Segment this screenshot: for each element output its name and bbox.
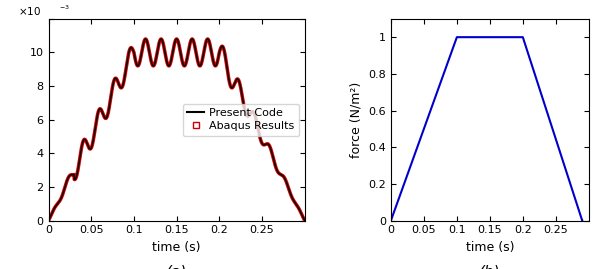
X-axis label: time (s): time (s) — [152, 241, 201, 254]
Text: $\times$10: $\times$10 — [18, 5, 41, 17]
Legend: Present Code, Abaqus Results: Present Code, Abaqus Results — [183, 104, 299, 136]
Title: (b): (b) — [479, 265, 501, 269]
X-axis label: time (s): time (s) — [466, 241, 514, 254]
Y-axis label: force (N/m²): force (N/m²) — [350, 82, 363, 158]
Title: (a): (a) — [166, 265, 188, 269]
Text: $^{-3}$: $^{-3}$ — [59, 5, 70, 14]
